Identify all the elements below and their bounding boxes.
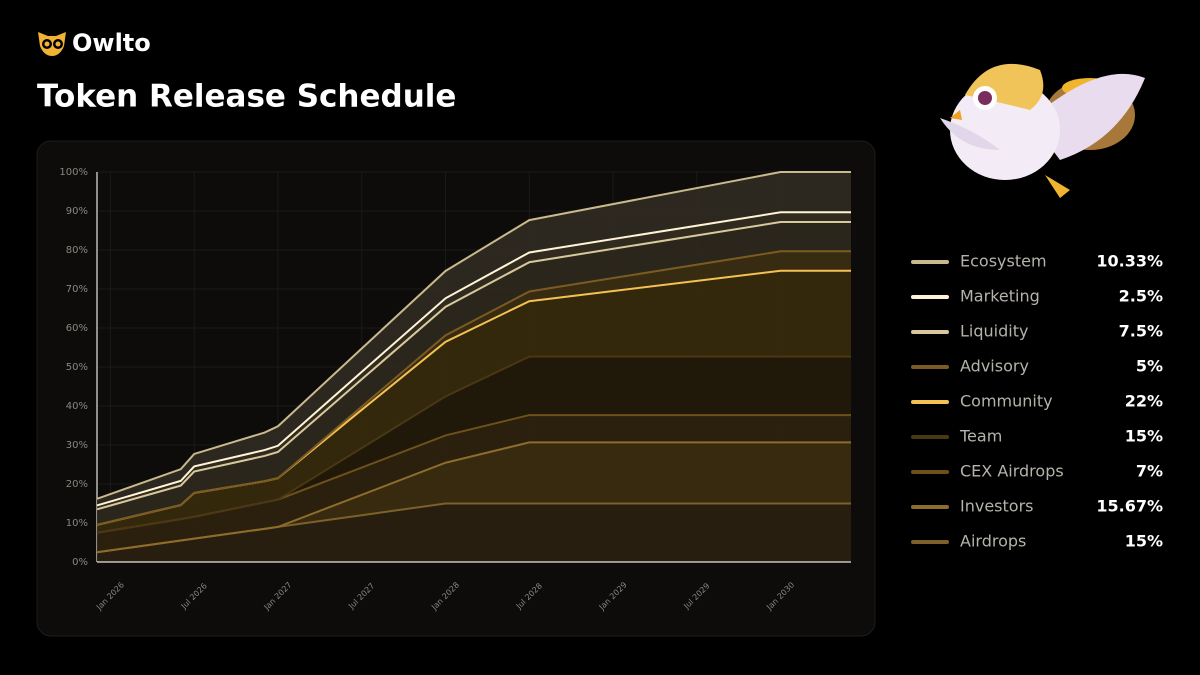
area-line <box>96 171 851 500</box>
y-tick-label: 90% <box>66 206 88 217</box>
area <box>97 222 851 525</box>
legend-value: 2.5% <box>1119 287 1163 306</box>
y-tick-label: 30% <box>66 440 88 451</box>
legend-value: 10.33% <box>1096 252 1163 271</box>
y-tick-label: 60% <box>66 323 88 334</box>
y-tick-label: 20% <box>66 479 88 490</box>
area-line <box>96 250 851 526</box>
legend-label: Marketing <box>960 287 1040 306</box>
legend-label: Community <box>960 392 1053 411</box>
y-tick-label: 70% <box>66 284 88 295</box>
area <box>97 356 851 533</box>
legend-label: Team <box>959 427 1002 446</box>
plot: 0%10%20%30%40%50%60%70%80%90%100%Jan 202… <box>59 167 851 612</box>
area-line <box>96 355 851 534</box>
legend-label: CEX Airdrops <box>960 462 1064 481</box>
legend-label: Airdrops <box>960 532 1026 551</box>
y-tick-label: 50% <box>66 362 88 373</box>
y-tick-label: 0% <box>72 557 88 568</box>
legend-label: Advisory <box>960 357 1029 376</box>
area <box>97 172 851 506</box>
legend-value: 15% <box>1125 427 1163 446</box>
legend-value: 22% <box>1125 392 1163 411</box>
legend: Ecosystem 10.33% Marketing 2.5% Liquidity 7.5… <box>911 252 1163 551</box>
area <box>97 415 851 553</box>
area <box>97 503 851 562</box>
mascot <box>940 63 1145 198</box>
logo-icon <box>38 32 66 56</box>
y-tick-label: 100% <box>59 167 88 178</box>
legend-value: 7% <box>1136 462 1163 481</box>
area-line <box>96 441 851 554</box>
legend-value: 15.67% <box>1096 497 1163 516</box>
area-line <box>96 221 851 511</box>
legend-value: 7.5% <box>1119 322 1163 341</box>
y-tick-label: 40% <box>66 401 88 412</box>
legend-value: 15% <box>1125 532 1163 551</box>
y-tick-label: 10% <box>66 518 88 529</box>
area-line <box>96 211 851 507</box>
legend-label: Investors <box>960 497 1033 516</box>
legend-label: Ecosystem <box>960 252 1047 271</box>
legend-label: Liquidity <box>960 322 1028 341</box>
chart-title: Token Release Schedule <box>37 79 456 115</box>
brand: Owlto <box>72 29 151 57</box>
area <box>97 270 851 533</box>
legend-value: 5% <box>1136 357 1163 376</box>
y-tick-label: 80% <box>66 245 88 256</box>
